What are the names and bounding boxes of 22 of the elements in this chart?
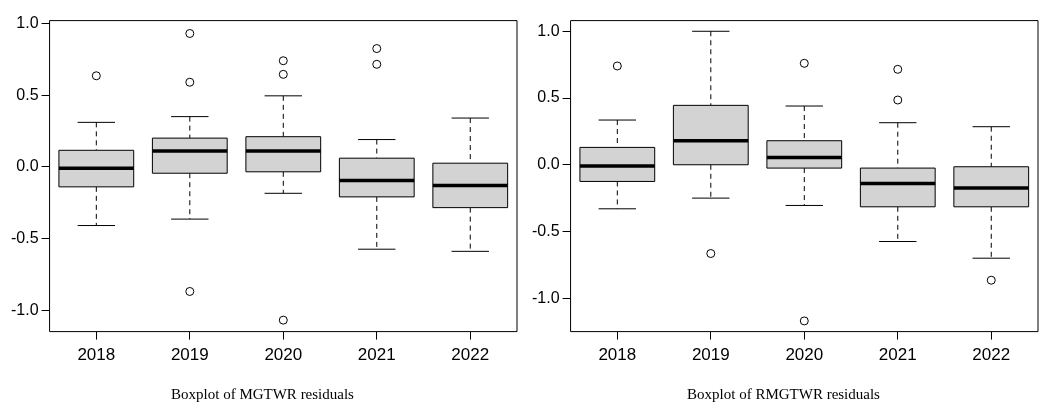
x-tick-label: 2021: [878, 345, 917, 365]
text: Boxplot of MGTWR residuals: [171, 385, 355, 402]
y-tick-label: 0.5: [16, 85, 39, 103]
y-tick-label: 1.0: [16, 13, 39, 31]
x-tick-label: 2022: [972, 345, 1011, 365]
y-tick-label: -0.5: [531, 221, 560, 239]
x-tick-label: 2018: [77, 345, 116, 365]
x-tick-label: 2019: [170, 345, 209, 365]
y-tick-label: -1.0: [10, 300, 39, 318]
text: Boxplot of RMGTWR residuals: [687, 385, 881, 402]
y-tick-label: -0.5: [10, 228, 39, 246]
x-tick-label: 2020: [785, 345, 824, 365]
x-tick-label: 2020: [264, 345, 303, 365]
x-tick-label: 2021: [357, 345, 396, 365]
y-tick-label: 0.5: [537, 88, 560, 106]
y-tick-label: 0.0: [537, 155, 560, 173]
y-tick-label: 1.0: [537, 21, 560, 39]
x-tick-label: 2019: [691, 345, 730, 365]
x-tick-label: 2022: [451, 345, 490, 365]
y-tick-label: -1.0: [531, 288, 560, 306]
y-tick-label: 0.0: [16, 157, 39, 175]
x-tick-label: 2018: [598, 345, 637, 365]
